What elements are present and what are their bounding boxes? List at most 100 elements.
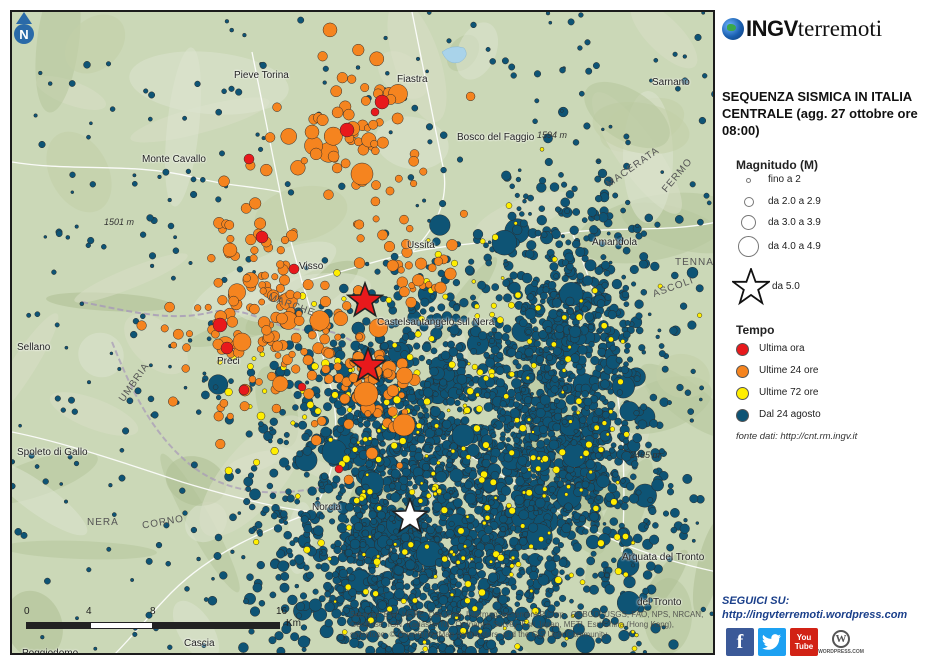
quake-dot: [548, 369, 555, 377]
quake-dot: [383, 35, 388, 41]
quake-dot: [339, 283, 349, 294]
quake-dot: [547, 604, 556, 613]
quake-dot: [624, 342, 631, 349]
quake-dot: [485, 259, 493, 267]
quake-dot: [352, 43, 365, 57]
quake-dot: [523, 591, 531, 598]
quake-dot: [276, 646, 286, 653]
quake-dot: [538, 348, 544, 354]
quake-dot: [649, 534, 660, 545]
quake-dot: [552, 466, 561, 474]
quake-dot: [232, 332, 252, 352]
quake-dot: [340, 158, 351, 169]
quake-dot: [411, 642, 418, 649]
quake-dot: [588, 341, 595, 348]
seismic-map[interactable]: N Pieve Torina Fiastra Monte Cavallo Visso U…: [10, 10, 715, 655]
quake-dot: [569, 372, 576, 380]
wordpress-icon[interactable]: W WORDPRESS.COM: [818, 628, 864, 656]
quake-dot: [464, 466, 472, 474]
quake-dot: [582, 275, 593, 286]
quake-dot: [519, 219, 528, 228]
quake-dot: [423, 387, 434, 398]
quake-dot: [419, 167, 428, 176]
scale-segment: [90, 622, 154, 629]
relief-shape: [172, 600, 220, 653]
quake-dot: [487, 447, 492, 451]
quake-dot: [602, 411, 610, 419]
quake-dot: [399, 214, 409, 225]
quake-dot: [248, 375, 257, 384]
quake-dot: [514, 601, 521, 607]
quake-dot: [569, 598, 574, 604]
quake-dot: [505, 581, 510, 586]
quake-dot: [650, 261, 660, 272]
quake-dot: [694, 33, 702, 41]
quake-dot: [327, 150, 340, 163]
quake-dot: [495, 294, 503, 302]
quake-dot: [599, 613, 606, 620]
quake-dot: [303, 471, 310, 478]
quake-dot: [168, 396, 178, 407]
quake-dot: [446, 397, 456, 406]
quake-dot: [230, 654, 235, 655]
quake-dot: [544, 326, 553, 334]
quake-dot: [489, 478, 497, 486]
quake-dot: [438, 583, 449, 595]
quake-dot: [415, 203, 420, 208]
quake-dot: [481, 458, 491, 468]
quake-dot: [272, 102, 282, 112]
ingv-logo[interactable]: INGV terremoti: [722, 16, 882, 42]
quake-dot: [609, 344, 617, 352]
quake-dot: [600, 379, 610, 390]
quake-dot: [527, 194, 534, 202]
quake-dot: [600, 254, 607, 261]
facebook-icon[interactable]: f: [726, 628, 754, 656]
quake-dot: [414, 330, 422, 338]
quake-dot: [453, 418, 462, 426]
quake-dot: [294, 583, 300, 589]
quake-dot: [73, 460, 80, 467]
scale-segment: [152, 622, 280, 629]
quake-dot: [695, 284, 704, 293]
globe-icon: [722, 18, 744, 40]
quake-dot: [501, 170, 512, 181]
quake-dot: [474, 303, 480, 310]
quake-dot: [339, 393, 351, 405]
quake-dot: [468, 258, 475, 265]
quake-dot: [442, 293, 449, 300]
quake-dot: [287, 594, 298, 606]
quake-dot: [136, 320, 147, 331]
youtube-icon[interactable]: You Tube: [790, 628, 818, 656]
data-source: fonte dati: http://cnt.rm.ingv.it: [736, 431, 858, 442]
relief-shape: [254, 185, 348, 243]
quake-dot: [256, 345, 265, 353]
quake-dot: [552, 554, 561, 562]
quake-dot: [109, 351, 114, 356]
blog-link[interactable]: http://ingvterremoti.wordpress.com: [722, 609, 908, 621]
quake-dot: [371, 575, 378, 583]
quake-dot: [359, 541, 367, 549]
quake-dot: [487, 240, 492, 245]
twitter-icon[interactable]: [758, 628, 786, 656]
quake-dot: [441, 311, 453, 322]
quake-dot: [255, 230, 269, 244]
quake-dot: [383, 586, 390, 594]
quake-dot: [508, 301, 515, 309]
quake-dot: [89, 181, 96, 188]
quake-dot: [392, 413, 416, 437]
quake-dot: [386, 384, 400, 397]
quake-dot: [499, 409, 506, 416]
quake-dot: [26, 312, 32, 318]
quake-dot: [215, 438, 226, 450]
quake-dot: [446, 461, 453, 469]
quake-dot: [492, 423, 497, 428]
quake-dot: [535, 465, 542, 472]
quake-dot: [640, 230, 648, 237]
quake-dot: [329, 339, 338, 348]
quake-dot: [697, 218, 704, 226]
quake-dot: [333, 362, 342, 371]
quake-dot: [447, 508, 454, 516]
quake-dot: [382, 368, 393, 379]
quake-dot: [559, 569, 565, 575]
elevation-label: 2465 m: [630, 450, 661, 460]
